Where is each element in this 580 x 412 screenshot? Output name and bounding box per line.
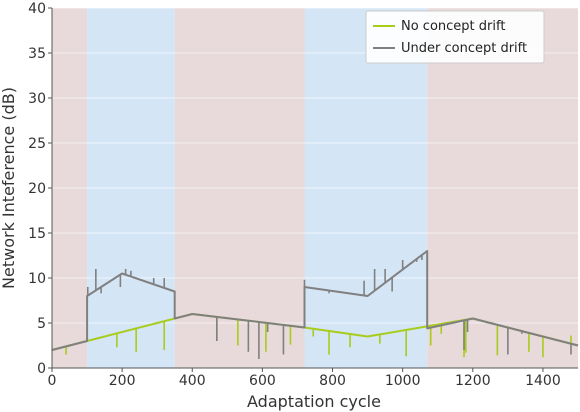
y-tick-label-5: 5 xyxy=(37,316,46,332)
tick-labels: 0 200 400 600 800 1000 1200 1400 0 5 10 15 20 25 30 35 4… xyxy=(28,1,561,389)
x-tick-label-0: 0 xyxy=(48,373,57,389)
series-1 xyxy=(51,250,579,359)
y-axis-title: Network Inteference (dB) xyxy=(0,87,18,289)
legend-label-no-drift: No concept drift xyxy=(401,19,505,34)
y-tick-label-25: 25 xyxy=(28,136,46,152)
y-tick-label-40: 40 xyxy=(28,1,46,17)
y-tick-label-30: 30 xyxy=(28,91,46,107)
y-tick-label-20: 20 xyxy=(28,181,46,197)
x-tick-label-600: 600 xyxy=(249,373,276,389)
y-tick-label-10: 10 xyxy=(28,271,46,287)
x-tick-label-400: 400 xyxy=(179,373,206,389)
y-tick-label-0: 0 xyxy=(37,361,46,377)
legend-label-under-drift: Under concept drift xyxy=(401,41,527,56)
legend: No concept drift Under concept drift xyxy=(365,10,545,64)
x-tick-label-1200: 1200 xyxy=(455,373,491,389)
x-tick-label-1000: 1000 xyxy=(385,373,421,389)
x-tick-label-800: 800 xyxy=(319,373,346,389)
series-layer xyxy=(51,250,579,359)
x-axis-title: Adaptation cycle xyxy=(247,392,381,411)
x-tick-label-200: 200 xyxy=(109,373,136,389)
series-1-line xyxy=(51,250,579,351)
y-tick-label-15: 15 xyxy=(28,226,46,242)
legend-box xyxy=(365,10,545,64)
y-tick-label-35: 35 xyxy=(28,46,46,62)
x-tick-label-1400: 1400 xyxy=(525,373,561,389)
